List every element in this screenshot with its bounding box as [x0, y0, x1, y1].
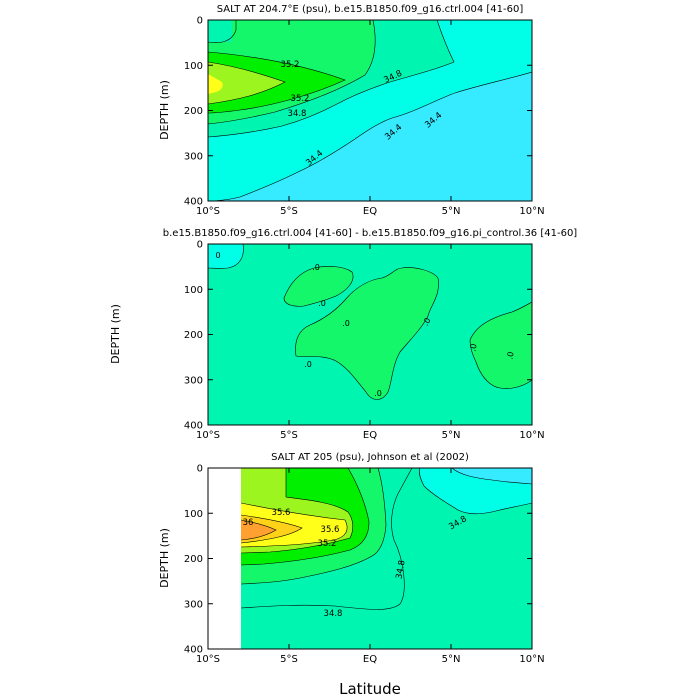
panel-1-plot-area: 35.2 35.2 34.8 34.8 34.4 34.4 34.4 [208, 20, 532, 201]
panel-1-ylabel: DEPTH (m) [158, 80, 171, 140]
panel-2-title: b.e15.B1850.f09_g16.ctrl.004 [41-60] - b… [163, 228, 578, 239]
contour-label: 35.2 [291, 94, 310, 104]
contour-label: 35.2 [318, 539, 337, 549]
panel-3-ticks: 10°S 5°S EQ 5°N 10°N 0 100 200 300 400 [184, 464, 545, 666]
fill-35.4 [208, 62, 285, 104]
contour-label: 0 [215, 251, 220, 260]
y-tick-label: 300 [184, 151, 203, 162]
panel-3-ylabel: DEPTH (m) [158, 528, 171, 588]
blob-positive [470, 302, 532, 389]
panel-2-ylabel: DEPTH (m) [109, 304, 122, 364]
x-tick-label: 5°S [280, 430, 298, 441]
blob-positive [295, 267, 439, 400]
contour-lines [208, 244, 532, 400]
panel-3: SALT AT 205 (psu), Johnson et al (2002) … [158, 452, 545, 665]
y-tick-label: 0 [197, 240, 203, 251]
y-tick-label: 100 [184, 509, 203, 520]
x-tick-label: 10°N [519, 206, 544, 217]
fill-high [208, 74, 223, 94]
y-tick-label: 0 [197, 464, 203, 475]
contour-label: .0 [421, 316, 433, 327]
panel-2: b.e15.B1850.f09_g16.ctrl.004 [41-60] - b… [109, 228, 577, 441]
panel-3-plot-area: 35.6 36 35.6 35.2 34.8 34.8 34.8 [208, 468, 532, 649]
fill-36.0 [241, 520, 276, 540]
y-tick-label: 400 [184, 197, 203, 208]
x-tick-label: 10°N [519, 654, 544, 665]
contour-label: 34.8 [324, 609, 343, 619]
blob-positive [284, 266, 354, 307]
contour-label: 34.8 [394, 559, 407, 579]
panel-2-plot-area: 0 .0 .0 .0 .0 .0 .0 .0 [208, 244, 532, 425]
contour-label: 35.2 [281, 60, 300, 70]
contour-label: 34.8 [288, 109, 307, 119]
y-tick-label: 100 [184, 285, 203, 296]
y-tick-label: 200 [184, 554, 203, 565]
y-tick-label: 0 [197, 16, 203, 27]
contour-label: .0 [304, 360, 312, 369]
contour-lines [240, 468, 532, 610]
panel-1-ticks: 10°S 5°S EQ 5°N 10°N 0 100 200 300 400 [184, 16, 545, 218]
y-tick-label: 200 [184, 106, 203, 117]
panel-3-title: SALT AT 205 (psu), Johnson et al (2002) [271, 452, 469, 463]
contour-label: .0 [505, 351, 515, 360]
x-axis-label: Latitude [339, 680, 401, 698]
mixed-layer [208, 20, 232, 42]
y-tick-label: 300 [184, 599, 203, 610]
x-tick-label: 10°S [196, 430, 220, 441]
panel-1: SALT AT 204.7°E (psu), b.e15.B1850.f09_g… [158, 4, 545, 217]
panel-2-ticks: 10°S 5°S EQ 5°N 10°N 0 100 200 300 400 [184, 240, 545, 442]
x-tick-label: EQ [363, 430, 377, 441]
contour-label: .0 [374, 389, 382, 398]
contour-label: .0 [312, 263, 320, 272]
x-tick-label: 10°N [519, 430, 544, 441]
y-tick-label: 400 [184, 421, 203, 432]
contour-label: .0 [468, 343, 478, 352]
contour-label: .0 [318, 299, 326, 308]
y-tick-label: 200 [184, 330, 203, 341]
fill-negative [208, 244, 244, 269]
x-tick-label: EQ [363, 654, 377, 665]
no-data-region [208, 468, 241, 649]
y-tick-label: 100 [184, 61, 203, 72]
x-tick-label: 5°N [442, 206, 461, 217]
fill-34.4 [452, 468, 532, 484]
x-tick-label: 5°N [442, 654, 461, 665]
x-tick-label: 10°S [196, 206, 220, 217]
x-tick-label: 5°S [280, 206, 298, 217]
y-tick-label: 300 [184, 375, 203, 386]
panel-1-title: SALT AT 204.7°E (psu), b.e15.B1850.f09_g… [217, 4, 524, 15]
contour-label: 35.6 [272, 508, 291, 518]
x-tick-label: EQ [363, 206, 377, 217]
contour-label: .0 [342, 319, 350, 328]
contour-lines [208, 20, 532, 201]
y-tick-label: 400 [184, 645, 203, 656]
x-tick-label: 10°S [196, 654, 220, 665]
x-tick-label: 5°N [442, 430, 461, 441]
x-tick-label: 5°S [280, 654, 298, 665]
contour-label: 35.6 [321, 525, 340, 535]
contour-label: 36 [243, 518, 254, 528]
fill-35.4 [286, 468, 354, 501]
